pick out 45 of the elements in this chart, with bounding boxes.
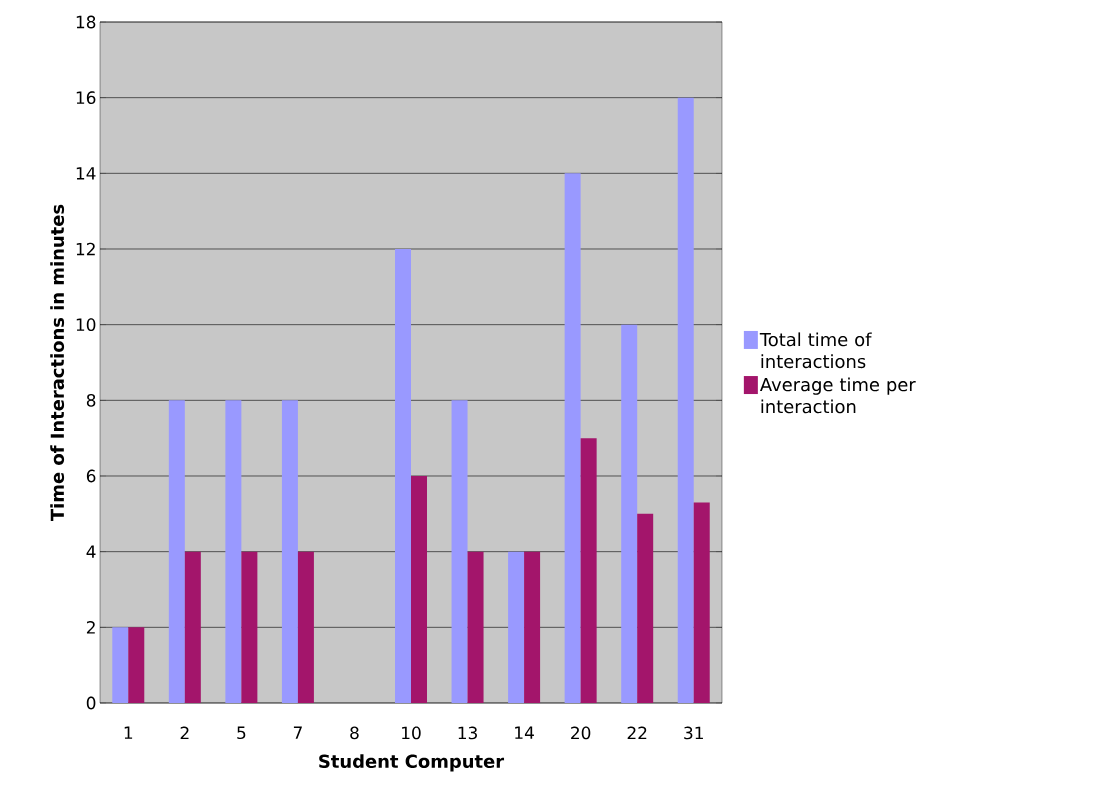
y-tick-label: 16 <box>76 91 96 105</box>
bar <box>524 551 541 703</box>
y-tick-label: 8 <box>86 393 96 407</box>
bar <box>281 400 298 703</box>
bar <box>225 400 242 703</box>
y-tick-label: 2 <box>86 621 95 634</box>
bar <box>297 551 314 703</box>
x-tick-label: 31 <box>684 726 703 740</box>
x-tick-label: 7 <box>293 726 302 739</box>
x-axis-title: Student Computer <box>319 754 505 772</box>
x-tick-label: 14 <box>515 726 534 739</box>
bar <box>395 249 411 703</box>
y-tick-label: 12 <box>76 242 95 256</box>
bar <box>508 551 525 703</box>
x-tick-label: 22 <box>627 726 647 740</box>
legend-label: Total time of interactions <box>759 332 872 369</box>
bar <box>168 400 185 703</box>
x-tick-label: 8 <box>350 726 359 740</box>
x-tick-label: 20 <box>571 726 591 740</box>
bar <box>184 551 201 703</box>
bar <box>451 400 468 703</box>
legend-label: Average time per interaction <box>759 377 916 414</box>
bar <box>411 476 427 703</box>
bar <box>693 502 710 703</box>
bar <box>128 627 145 703</box>
x-tick-label: 1 <box>124 726 133 739</box>
bar <box>580 438 597 703</box>
y-axis-title: Time of Interactions in minutes <box>50 204 65 522</box>
x-tick-label: 2 <box>180 726 189 740</box>
bar <box>637 513 654 703</box>
bar <box>621 324 638 703</box>
bar <box>112 627 129 703</box>
y-tick-label: 14 <box>76 167 96 180</box>
bar <box>467 551 484 703</box>
y-tick-label: 4 <box>86 545 96 558</box>
x-tick-label: 10 <box>402 726 421 740</box>
x-tick-label: 13 <box>458 726 477 740</box>
x-tick-label: 5 <box>237 726 246 740</box>
bar <box>677 97 694 703</box>
y-tick-label: 10 <box>76 318 96 332</box>
bar <box>241 551 258 703</box>
y-tick-label: 18 <box>76 15 96 29</box>
y-tick-label: 6 <box>86 469 96 483</box>
bar <box>564 173 581 703</box>
y-tick-label: 0 <box>86 696 96 710</box>
